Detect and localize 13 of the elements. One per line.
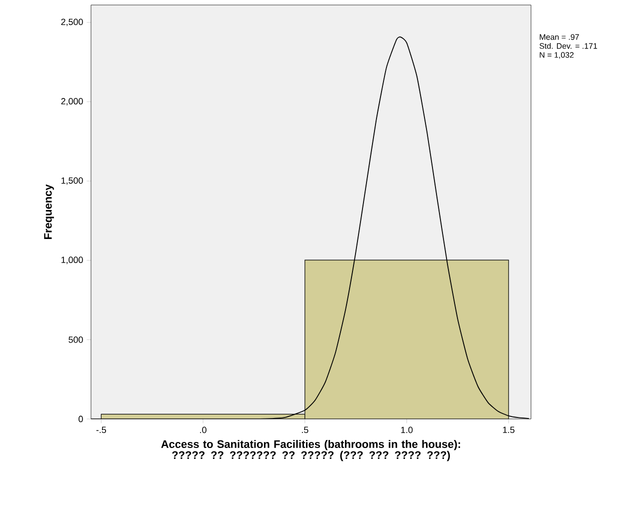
x-tick-label: .0 (200, 426, 206, 434)
y-tick-label: 1,500 (61, 177, 83, 185)
y-tick-label: 500 (68, 336, 83, 343)
x-tick-label: 1.0 (401, 426, 413, 434)
x-axis-title: Access to Sanitation Facilities (bathrooms in the house): ????? ?? ??????? ?? ????? (??? ??? ???? ???) (161, 440, 460, 462)
y-axis-title: Frequency (44, 184, 54, 239)
x-tick-label: 1.5 (503, 426, 514, 434)
y-tick-label: 0 (78, 416, 83, 422)
y-tick-label: 2,500 (61, 18, 83, 26)
x-tick-label: -.5 (96, 426, 106, 434)
x-tick-label: .5 (302, 426, 308, 434)
y-tick-label: 1,000 (61, 256, 83, 264)
y-tick-label: 2,000 (61, 98, 83, 106)
